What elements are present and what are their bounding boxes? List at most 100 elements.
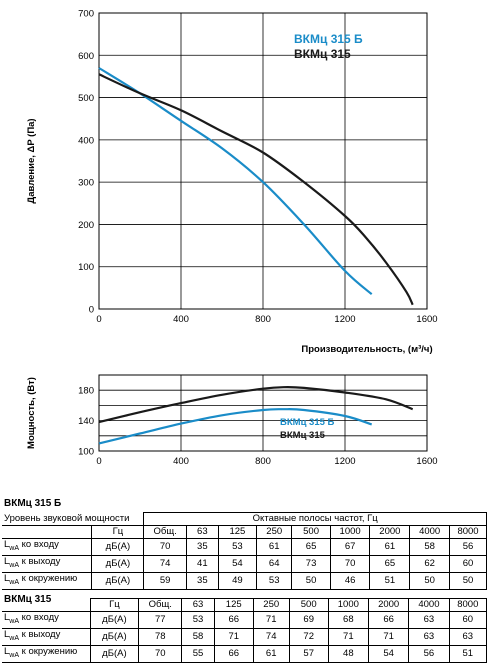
series-line-2 bbox=[98, 73, 414, 306]
column-header: 125 bbox=[213, 598, 254, 612]
table-cell: 53 bbox=[256, 571, 293, 590]
y-tick-label: 200 bbox=[78, 220, 94, 231]
x-tick-label: 800 bbox=[255, 456, 271, 467]
plot-frame bbox=[98, 374, 428, 452]
column-header: 125 bbox=[217, 525, 258, 539]
series-line-1 bbox=[98, 408, 373, 445]
power-chart: 0 400 800 1200 1600 100 140 180 Мощность, (Вт) ВК… bbox=[26, 374, 438, 467]
table-cell: 62 bbox=[409, 554, 451, 573]
column-header: 2000 bbox=[369, 525, 411, 539]
table-cell: 71 bbox=[327, 627, 369, 646]
table-cell: 56 bbox=[449, 538, 487, 556]
table-cell: 54 bbox=[217, 554, 258, 573]
legend-entry-2: ВКМц 315 bbox=[280, 430, 326, 441]
table-cell: 74 bbox=[143, 554, 187, 573]
row-label: LwA к выходу bbox=[2, 627, 91, 646]
row-label: LwA к окружению bbox=[2, 571, 93, 590]
table-cell: 74 bbox=[252, 627, 290, 646]
table1-title: ВКМц 315 Б bbox=[4, 498, 62, 509]
y-tick-label: 500 bbox=[78, 93, 94, 104]
table-cell: 58 bbox=[181, 627, 215, 646]
table-cell: 35 bbox=[185, 571, 219, 590]
pressure-chart: 0 400 800 1200 1600 0 100 200 300 400 500 600 700 Дав… bbox=[26, 9, 438, 356]
table-cell: 70 bbox=[329, 554, 371, 573]
column-header: 63 bbox=[185, 525, 219, 539]
table-cell: 59 bbox=[143, 571, 187, 590]
table-cell: 70 bbox=[143, 538, 187, 556]
column-header: 1000 bbox=[329, 525, 371, 539]
row-unit: дБ(А) bbox=[91, 554, 145, 573]
table-row: LwA ко входу дБ(А) 70 35 53 61 65 67 61 58 56 bbox=[2, 538, 487, 556]
x-tick-label: 1200 bbox=[334, 456, 355, 467]
table-cell: 72 bbox=[288, 627, 329, 646]
row-unit: дБ(А) bbox=[89, 627, 140, 646]
table-cell: 63 bbox=[448, 627, 487, 646]
table-cell: 61 bbox=[369, 538, 411, 556]
row-unit: дБ(А) bbox=[91, 538, 145, 556]
table-cell: 71 bbox=[367, 627, 410, 646]
y-tick-label: 0 bbox=[89, 305, 94, 316]
row-label: LwA к выходу bbox=[2, 554, 93, 573]
table-cell: 65 bbox=[369, 554, 411, 573]
y-tick-label: 140 bbox=[78, 416, 94, 427]
x-tick-label: 1600 bbox=[416, 314, 437, 325]
table-cell: 46 bbox=[329, 571, 371, 590]
column-header: 250 bbox=[252, 598, 290, 612]
column-header: 4000 bbox=[409, 525, 451, 539]
series-line-2 bbox=[98, 385, 414, 424]
row-unit: дБ(А) bbox=[91, 571, 145, 590]
table-row: LwA к выходу дБ(А) 78 58 71 74 72 71 71 63 63 bbox=[2, 627, 487, 646]
table-cell: 69 bbox=[288, 611, 329, 629]
table-cell: 68 bbox=[327, 611, 369, 629]
table1-header-label: Уровень звуковой мощности bbox=[2, 512, 145, 526]
table-cell: 66 bbox=[213, 611, 254, 629]
row-unit: дБ(А) bbox=[89, 611, 140, 629]
table-cell: 50 bbox=[409, 571, 451, 590]
x-tick-label: 0 bbox=[96, 314, 101, 325]
y-tick-label: 300 bbox=[78, 178, 94, 189]
y-tick-label: 100 bbox=[78, 447, 94, 458]
table-cell: 71 bbox=[213, 627, 254, 646]
table-cell: 65 bbox=[291, 538, 331, 556]
table-cell: 73 bbox=[291, 554, 331, 573]
y-tick-label: 180 bbox=[78, 386, 94, 397]
table-cell: 53 bbox=[217, 538, 258, 556]
y-tick-label: 700 bbox=[78, 9, 94, 20]
table-cell: 63 bbox=[408, 611, 450, 629]
table-cell: 50 bbox=[449, 571, 487, 590]
row-label: LwA ко входу bbox=[2, 611, 91, 629]
legend-entry-1: ВКМц 315 Б bbox=[280, 417, 335, 428]
table2-col-unit: Гц bbox=[89, 598, 140, 612]
table-cell: 77 bbox=[138, 611, 183, 629]
plot-frame bbox=[98, 12, 428, 310]
y-axis-label: Давление, ΔP (Па) bbox=[26, 118, 37, 203]
x-tick-label: 1200 bbox=[334, 314, 355, 325]
column-header: 63 bbox=[181, 598, 215, 612]
table-row: LwA ко входу дБ(А) 77 53 66 71 69 68 66 63 60 bbox=[2, 611, 487, 629]
table-cell: 50 bbox=[291, 571, 331, 590]
y-axis-label: Мощность, (Вт) bbox=[26, 377, 37, 449]
x-tick-label: 1600 bbox=[416, 456, 437, 467]
series-line-1 bbox=[98, 67, 373, 296]
sound-table-1: Уровень звуковой мощности Октавные полос… bbox=[2, 512, 487, 590]
column-header: 8000 bbox=[448, 598, 487, 612]
column-header: Общ. bbox=[138, 598, 183, 612]
column-header: 8000 bbox=[449, 525, 487, 539]
table-cell: 35 bbox=[185, 538, 219, 556]
x-tick-label: 400 bbox=[173, 456, 189, 467]
table-cell: 78 bbox=[138, 627, 183, 646]
table-cell: 60 bbox=[449, 554, 487, 573]
table-cell: 63 bbox=[408, 627, 450, 646]
x-tick-label: 0 bbox=[96, 456, 101, 467]
column-header: 2000 bbox=[367, 598, 410, 612]
table-cell: 71 bbox=[252, 611, 290, 629]
table-row: LwA к выходу дБ(А) 74 41 54 64 73 70 65 62 60 bbox=[2, 554, 487, 573]
x-axis-label: Производительность, (м³/ч) bbox=[301, 344, 432, 355]
x-tick-label: 400 bbox=[173, 314, 189, 325]
table-cell: 67 bbox=[329, 538, 371, 556]
sound-table-2: Гц Общ. 63 125 250 500 1000 2000 4000 8000 LwA к… bbox=[2, 598, 487, 663]
legend-entry-1: ВКМц 315 Б bbox=[294, 32, 363, 46]
y-tick-label: 100 bbox=[78, 262, 94, 273]
table-cell: 60 bbox=[448, 611, 487, 629]
table-cell: 51 bbox=[369, 571, 411, 590]
